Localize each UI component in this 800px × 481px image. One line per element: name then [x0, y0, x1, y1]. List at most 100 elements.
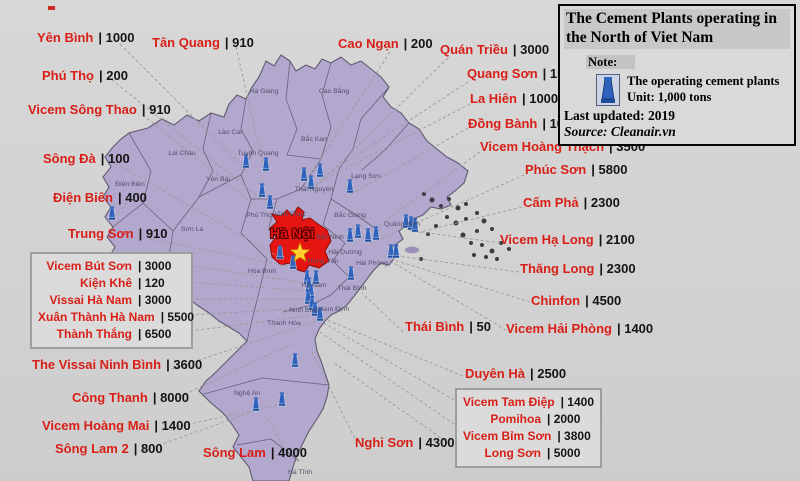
svg-text:Điện Biên: Điện Biên: [115, 181, 145, 188]
plant-name: Vicem Sông Thao: [28, 102, 137, 117]
plant-value: 4500: [585, 293, 621, 308]
province-labels: Lai Châu Điện Biên Sơn La Lào Cai Yên Bá…: [115, 86, 420, 476]
plant-value: 120: [138, 275, 184, 292]
plant-label-tan-quang: Tân Quang 910: [152, 35, 254, 50]
svg-text:Quảng Ninh: Quảng Ninh: [384, 221, 420, 228]
plant-value: 200: [404, 36, 433, 51]
plant-row: Kiện Khê 120: [38, 275, 184, 292]
svg-text:Sơn La: Sơn La: [181, 226, 203, 233]
svg-text:Ninh Bình: Ninh Bình: [289, 307, 319, 314]
plant-value: 3000: [513, 42, 549, 57]
plant-name: Sông Lam 2: [55, 441, 129, 456]
plant-value: 1400: [154, 418, 190, 433]
plant-label-duyen-ha: Duyên Hà 2500: [465, 366, 566, 381]
plant-name: La Hiên: [470, 91, 517, 106]
plant-row: Vicem Bỉm Sơn3800: [463, 428, 593, 445]
plant-name: Đồng Bành: [468, 116, 538, 131]
plant-value: 3800: [557, 428, 603, 445]
plant-label-nghi-son: Nghi Sơn 4300: [355, 435, 455, 450]
plant-name: Phú Thọ: [42, 68, 94, 83]
plant-value: 2100: [599, 232, 635, 247]
svg-text:Bắc Giang: Bắc Giang: [334, 210, 366, 219]
plant-row: Thành Thắng 6500: [38, 326, 184, 343]
svg-text:Hà Nam: Hà Nam: [302, 282, 327, 289]
legend-panel: The Cement Plants operating in the North…: [558, 4, 796, 146]
plant-label-thang-long: Thăng Long 2300: [520, 261, 636, 276]
svg-text:Thái Nguyên: Thái Nguyên: [295, 186, 334, 193]
plant-value: 1400: [561, 394, 607, 411]
svg-text:Hưng Yên: Hưng Yên: [308, 258, 339, 265]
plant-name: Trung Sơn: [68, 226, 134, 241]
plant-label-quan-trieu: Quán Triều 3000: [440, 42, 549, 57]
svg-text:Lạng Sơn: Lạng Sơn: [351, 173, 381, 180]
plant-value: 1000: [522, 91, 558, 106]
plant-name: Công Thanh: [72, 390, 148, 405]
plant-value: 4000: [271, 445, 307, 460]
red-mark: [48, 6, 55, 10]
legend-source: Source: Cleanair.vn: [564, 123, 676, 139]
plant-value: 5000: [547, 445, 593, 462]
plant-value: 910: [225, 35, 254, 50]
plant-value: 400: [118, 190, 147, 205]
plant-group-ha-nam: Vicem Bút Sơn 3000 Kiện Khê 120 Vissai Hà …: [30, 252, 194, 349]
plant-value: 5500: [161, 309, 207, 326]
plant-label-phuc-son: Phúc Sơn 5800: [525, 162, 627, 177]
plant-name: Vicem Hoàng Mai: [42, 418, 150, 433]
plant-label-thai-binh: Thái Bình 50: [405, 319, 491, 334]
cement-plant-icon: [596, 73, 620, 106]
legend-description: The operating cement plants Unit: 1,000 …: [627, 74, 779, 105]
plant-label-dien-bien: Điện Biên 400: [53, 190, 147, 205]
plant-label-la-hien: La Hiên 1000: [470, 91, 558, 106]
plant-value: 3600: [166, 357, 202, 372]
plant-name: Duyên Hà: [465, 366, 525, 381]
plant-value: 200: [99, 68, 128, 83]
svg-text:Phú Thọ: Phú Thọ: [246, 212, 272, 219]
svg-text:Cao Bằng: Cao Bằng: [319, 86, 349, 95]
plant-label-vicem-ha-long: Vicem Hạ Long 2100: [500, 232, 635, 247]
plant-label-yen-binh: Yên Bình 1000: [37, 30, 135, 45]
plant-name: Thái Bình: [405, 319, 465, 334]
plant-name: Sông Đà: [43, 151, 96, 166]
svg-text:Vĩnh Phúc: Vĩnh Phúc: [274, 211, 306, 218]
plant-value: 50: [469, 319, 491, 334]
plant-label-cam-pha: Cấm Phả 2300: [523, 195, 620, 210]
plant-name: Kiện Khê: [79, 276, 132, 290]
plant-label-the-vissai-ninh-binh: The Vissai Ninh Bình 3600: [32, 357, 202, 372]
plant-value: 1000: [98, 30, 134, 45]
plant-label-song-da: Sông Đà 100: [43, 151, 130, 166]
plant-value: 2300: [584, 195, 620, 210]
svg-text:Bắc Kạn: Bắc Kạn: [301, 134, 327, 143]
plant-row: Long Sơn 5000: [463, 445, 593, 462]
svg-text:Thái Bình: Thái Bình: [337, 285, 366, 292]
plant-name: Quang Sơn: [467, 66, 538, 81]
legend-unit: Unit: 1,000 tons: [627, 89, 712, 104]
plant-value: 2000: [547, 411, 593, 428]
plant-name: Thành Thắng: [56, 327, 132, 341]
plant-value: 3000: [138, 258, 184, 275]
plant-name: The Vissai Ninh Bình: [32, 357, 162, 372]
plant-name: Phúc Sơn: [525, 162, 587, 177]
plant-name: Vicem Hạ Long: [500, 232, 594, 247]
plant-label-vicem-hoang-mai: Vicem Hoàng Mai 1400: [42, 418, 191, 433]
plant-name: Nghi Sơn: [355, 435, 414, 450]
svg-text:Lào Cai: Lào Cai: [218, 129, 242, 136]
svg-text:Hải Dương: Hải Dương: [328, 249, 362, 256]
capital-star-icon: [289, 242, 311, 262]
plant-name: Pomihoa: [490, 412, 541, 426]
legend-title-line2: the North of Viet Nam: [566, 28, 714, 46]
plant-label-vicem-hai-phong: Vicem Hải Phòng 1400: [506, 321, 653, 336]
plant-value: 8000: [153, 390, 189, 405]
legend-key-row: The operating cement plants Unit: 1,000 …: [596, 73, 790, 106]
plant-name: Tân Quang: [152, 35, 220, 50]
islands: [405, 192, 511, 261]
plant-value: 100: [101, 151, 130, 166]
plant-value: 5800: [591, 162, 627, 177]
plant-value: 2300: [599, 261, 635, 276]
plant-row: Xuân Thành Hà Nam5500: [38, 309, 194, 326]
plant-group-tam-diep: Vicem Tam Điệp1400 Pomihoa 2000 Vicem Bỉm…: [455, 388, 602, 468]
svg-text:Hà Giang: Hà Giang: [250, 88, 279, 95]
svg-text:Tuyên Quang: Tuyên Quang: [238, 150, 279, 157]
plant-name: Xuân Thành Hà Nam: [38, 310, 155, 324]
svg-text:Nghệ An: Nghệ An: [234, 390, 260, 397]
